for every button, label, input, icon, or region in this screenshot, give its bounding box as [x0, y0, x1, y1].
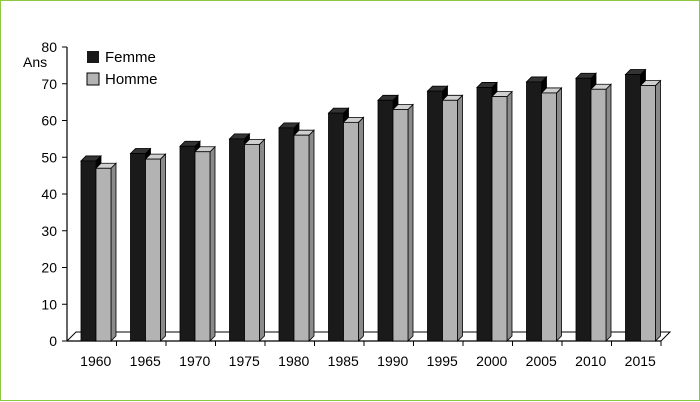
bar-front [145, 158, 161, 342]
bar-side [506, 90, 513, 342]
bar-front [328, 112, 344, 342]
bar-homme-1985 [342, 116, 365, 342]
x-tick-label: 2010 [575, 353, 606, 369]
bar-front [640, 85, 656, 342]
y-tick-label: 50 [41, 149, 57, 165]
bar-front [575, 77, 592, 342]
bar-front [229, 138, 245, 342]
y-tick-label: 0 [49, 333, 57, 349]
bar-front [278, 127, 295, 342]
bar-front [80, 160, 97, 342]
legend-label-femme: Femme [105, 49, 156, 66]
bar-front [293, 134, 310, 342]
bar-front [244, 143, 260, 342]
bar-front [442, 99, 458, 342]
bar-side [110, 162, 117, 342]
legend: Femme Homme [86, 49, 158, 88]
bar-front [392, 109, 409, 342]
bar-homme-1990 [392, 103, 414, 342]
bar-side [259, 138, 265, 342]
x-tick-label: 1995 [427, 353, 458, 369]
bar-side [605, 83, 612, 342]
x-tick-label: 2005 [526, 353, 557, 369]
bar-side [160, 153, 166, 342]
bar-side [655, 79, 661, 342]
bar-homme-1965 [144, 153, 167, 342]
y-tick-label: 70 [41, 76, 57, 92]
bar-front [590, 88, 607, 342]
bar-side [556, 86, 562, 342]
bar-side [407, 103, 414, 342]
x-tick-label: 1970 [179, 353, 210, 369]
bar-side [457, 94, 463, 342]
bar-homme-2010 [590, 83, 612, 342]
bar-front [377, 99, 394, 342]
bar-homme-1970 [194, 145, 216, 342]
x-tick-label: 1985 [328, 353, 359, 369]
bars [80, 68, 662, 342]
bar-front [427, 90, 443, 342]
x-tick-label: 2015 [625, 353, 656, 369]
bar-front [130, 153, 146, 342]
bar-front [476, 87, 493, 342]
bar-front [491, 96, 508, 342]
bar-front [625, 74, 641, 342]
y-axis-unit-label: Ans [23, 54, 47, 70]
bar-homme-1995 [441, 94, 464, 342]
bar-side [358, 116, 364, 342]
y-tick-labels: 0 10 20 30 40 50 60 70 80 [41, 39, 57, 349]
bar-homme-1975 [243, 138, 266, 342]
bar-homme-1960 [95, 162, 117, 342]
bar-homme-2000 [491, 90, 513, 342]
x-tick-label: 1960 [80, 353, 111, 369]
y-tick-label: 30 [41, 223, 57, 239]
x-tick-label: 1965 [130, 353, 161, 369]
bar-homme-2015 [639, 79, 662, 342]
bar-front [526, 81, 542, 342]
bar-front [194, 151, 211, 342]
x-tick-label: 1975 [229, 353, 260, 369]
bar-front [179, 145, 196, 342]
y-tick-label: 10 [41, 296, 57, 312]
y-tick-label: 80 [41, 39, 57, 55]
bar-front [343, 121, 359, 342]
axes [62, 46, 672, 346]
bar-homme-1980 [293, 129, 315, 342]
legend-swatch-homme [86, 72, 100, 86]
x-tick-labels: 1960 1965 1970 1975 1980 1985 1990 1995 2000 2005… [80, 353, 656, 369]
legend-label-homme: Homme [105, 71, 158, 88]
y-tick-label: 40 [41, 186, 57, 202]
bar-homme-2005 [540, 86, 563, 342]
bar-front [541, 92, 557, 342]
y-tick-label: 20 [41, 260, 57, 276]
x-tick-label: 1980 [278, 353, 309, 369]
y-tick-label: 60 [41, 113, 57, 129]
bar-side [308, 129, 315, 342]
bar-side [209, 145, 216, 342]
bar-front [95, 167, 112, 342]
x-tick-label: 1990 [377, 353, 408, 369]
x-tick-label: 2000 [476, 353, 507, 369]
legend-swatch-femme [87, 51, 99, 63]
